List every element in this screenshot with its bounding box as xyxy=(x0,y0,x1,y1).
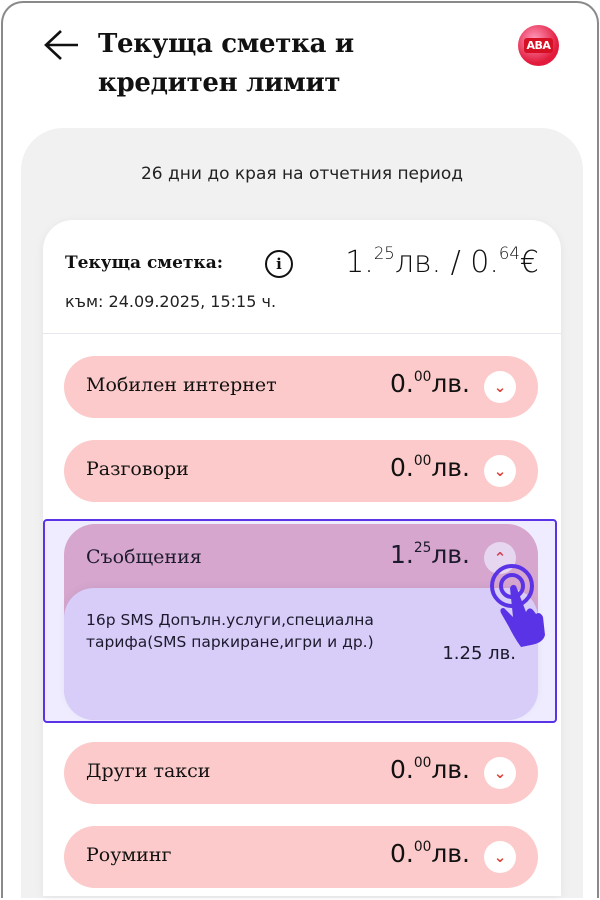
row-mobile-internet[interactable]: Мобилен интернет 0.00лв. ⌄ xyxy=(64,356,538,418)
row-label: Съобщения xyxy=(86,546,202,568)
page-title: Текуща сметка и кредитен лимит xyxy=(98,29,354,98)
row-label: Мобилен интернет xyxy=(86,374,277,396)
detail-amount: 1.25 лв. xyxy=(442,643,516,664)
row-label: Разговори xyxy=(86,458,189,480)
chevron-down-icon[interactable]: ⌄ xyxy=(484,757,516,789)
balance-date: към: 24.09.2025, 15:15 ч. xyxy=(65,292,277,311)
balance-label: Текуща сметка: xyxy=(65,253,223,273)
row-amount: 0.00лв. xyxy=(389,453,470,482)
period-text: 26 дни до края на отчетния период xyxy=(140,164,464,184)
billing-panel: 26 дни до края на отчетния период Текуща… xyxy=(21,128,583,898)
tap-hand-icon xyxy=(490,564,545,647)
row-other-fees[interactable]: Други такси 0.00лв. ⌄ xyxy=(64,742,538,804)
row-amount: 0.00лв. xyxy=(389,369,470,398)
back-arrow-icon[interactable] xyxy=(41,27,81,63)
chevron-down-icon[interactable]: ⌄ xyxy=(484,371,516,403)
row-messages-expanded[interactable]: Съобщения 1.25лв. ⌃ 16р SMS Допълн.услуг… xyxy=(64,524,538,720)
row-roaming[interactable]: Роуминг 0.00лв. ⌄ xyxy=(64,826,538,888)
chevron-down-icon[interactable]: ⌄ xyxy=(484,455,516,487)
balance-card: Текуща сметка: i 1.25лв. / 0.64€ към: 24… xyxy=(43,220,561,896)
row-amount: 1.25лв. xyxy=(389,540,470,569)
info-icon[interactable]: i xyxy=(265,250,293,278)
balance-amount: 1.25лв. / 0.64€ xyxy=(345,244,539,281)
row-label: Роуминг xyxy=(86,844,172,866)
row-detail: 16р SMS Допълн.услуги,специална тарифа(S… xyxy=(64,588,538,720)
chevron-down-icon[interactable]: ⌄ xyxy=(484,841,516,873)
brand-logo[interactable]: ABA xyxy=(518,25,559,66)
row-label: Други такси xyxy=(86,760,211,782)
highlight-box xyxy=(43,519,557,723)
detail-name: 16р SMS Допълн.услуги,специална тарифа(S… xyxy=(86,611,374,651)
row-amount: 0.00лв. xyxy=(389,755,470,784)
row-amount: 0.00лв. xyxy=(389,839,470,868)
divider xyxy=(43,333,561,334)
row-calls[interactable]: Разговори 0.00лв. ⌄ xyxy=(64,440,538,502)
